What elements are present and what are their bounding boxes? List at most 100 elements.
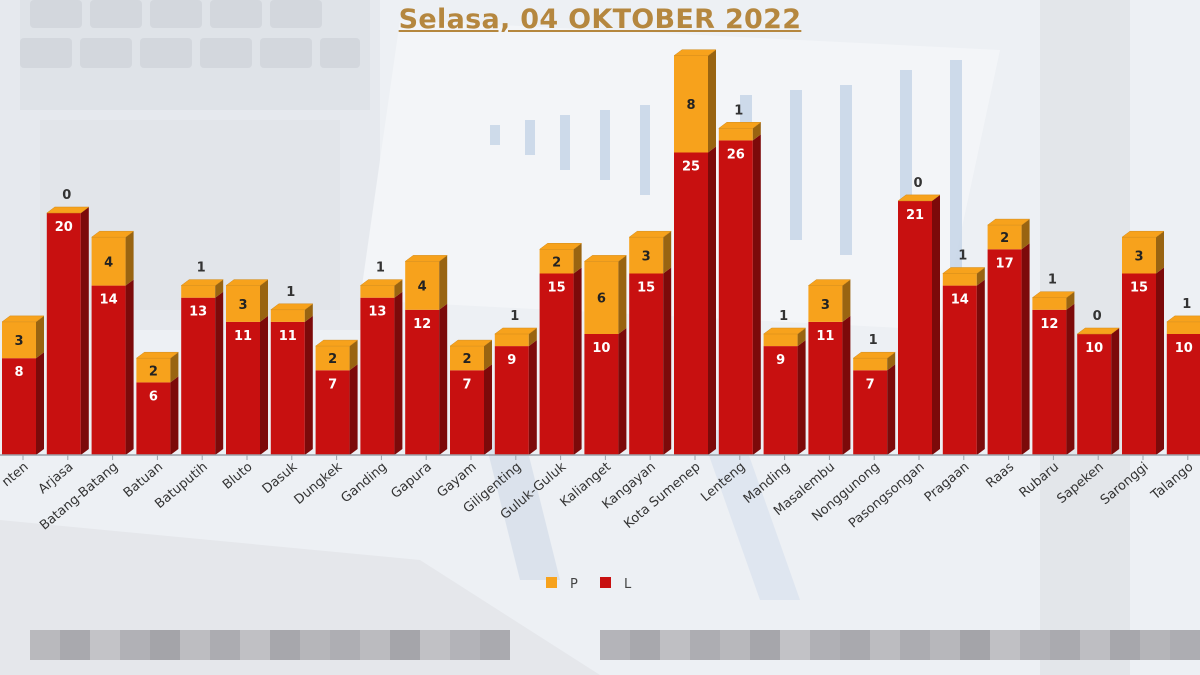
bar-p-side: [439, 255, 448, 310]
data-label-l: 6: [149, 389, 158, 404]
bar-p-side: [170, 352, 179, 383]
data-label-l: 13: [189, 305, 207, 320]
bar-13: 10 6: [583, 255, 628, 455]
x-tick-label: Pragaan: [922, 460, 973, 506]
bar-l-side: [394, 291, 403, 455]
x-tick-label: Sapeken: [1054, 460, 1106, 507]
bar-26: 10 1: [1166, 297, 1200, 455]
bar-5: 11 3: [225, 279, 269, 455]
bar-2: 14 4: [90, 230, 135, 455]
bar-l-top: [1076, 327, 1120, 335]
bar-l-front: [270, 321, 305, 455]
bar-7: 72: [314, 339, 359, 455]
bar-l-front: [46, 213, 81, 455]
bar-20: 21 0: [897, 176, 941, 455]
bar-l-top: [46, 206, 90, 214]
bar-p-front: [539, 249, 574, 274]
bar-16: 26 1: [718, 103, 762, 455]
bar-24: 10 0: [1076, 309, 1120, 455]
bar-21: 14 1: [942, 249, 986, 455]
bar-p-top: [807, 279, 852, 286]
bar-3: 62: [135, 351, 180, 455]
bar-p-top: [270, 303, 314, 311]
bar-l-front: [226, 321, 260, 455]
data-label-l: 20: [55, 220, 73, 235]
bar-l-side: [349, 364, 358, 455]
bar-p-front: [136, 358, 171, 383]
bar-l-side: [887, 364, 896, 455]
bar-l-side: [125, 279, 134, 455]
bar-p-top: [1166, 315, 1200, 323]
data-label-p: 3: [642, 249, 651, 264]
data-label-l: 10: [1085, 341, 1103, 356]
bar-l-side: [439, 303, 448, 455]
bar-0: 83: [1, 315, 45, 455]
bar-l-front: [450, 370, 484, 455]
bar-p-top: [494, 327, 538, 335]
bar-l-side: [36, 352, 44, 455]
bar-l-front: [181, 297, 216, 455]
bar-p-front: [674, 55, 708, 153]
bar-p-side: [349, 340, 358, 371]
bar-6: 111: [270, 285, 314, 455]
x-tick-label: nten: [0, 460, 32, 491]
bar-l-front: [808, 321, 843, 455]
bar-l-side: [932, 194, 940, 455]
x-tick-label: Ganding: [338, 460, 389, 507]
data-label-l: 13: [368, 305, 386, 320]
bar-p-front: [1032, 297, 1067, 310]
bar-p-top: [762, 327, 807, 335]
bar-p-front: [270, 309, 305, 322]
data-label-p: 2: [552, 255, 561, 270]
bar-p-top: [404, 255, 448, 262]
bar-p-top: [1121, 230, 1165, 238]
blurred-footer-right: [600, 630, 1200, 660]
bar-p-top: [986, 218, 1031, 226]
data-label-p: 1: [734, 103, 743, 118]
bar-l-side: [708, 146, 716, 455]
data-label-l: 11: [234, 329, 252, 344]
data-label-l: 12: [1040, 317, 1058, 332]
bar-4: 13 1: [180, 261, 224, 455]
legend-swatch-p: [546, 577, 557, 588]
data-label-p: 0: [1093, 309, 1102, 324]
bar-p-side: [663, 231, 672, 274]
data-label-l: 15: [548, 281, 566, 296]
bar-l-front: [853, 370, 888, 455]
data-label-l: 11: [279, 329, 297, 344]
data-label-p: 1: [1182, 297, 1191, 312]
data-label-p: 6: [597, 292, 606, 307]
data-label-l: 7: [866, 377, 875, 392]
bar-l-side: [304, 315, 313, 455]
bar-p-top: [852, 351, 896, 359]
data-label-p: 2: [149, 364, 158, 379]
bar-l-side: [976, 279, 985, 455]
x-tick-label: Lenteng: [698, 460, 748, 505]
bar-l-side: [215, 291, 224, 455]
bar-l-side: [797, 340, 806, 455]
bar-p-side: [573, 243, 582, 274]
bar-14: 15 3: [628, 230, 672, 455]
bar-p-front: [360, 285, 395, 298]
bar-l-side: [752, 134, 761, 455]
bar-p-front: [808, 285, 843, 322]
bar-l-front: [360, 297, 395, 455]
bar-p-side: [125, 231, 134, 286]
data-label-p: 1: [779, 309, 788, 324]
bar-l-side: [484, 364, 492, 455]
bar-l-front: [1032, 309, 1067, 455]
bar-23: 12 1: [1031, 273, 1076, 455]
bar-l-side: [618, 328, 627, 455]
data-label-p: 4: [104, 255, 113, 270]
bar-p-front: [987, 225, 1022, 250]
bar-l-front: [2, 358, 36, 455]
bar-p-top: [314, 339, 359, 347]
x-tick-label: Raas: [983, 459, 1017, 491]
data-label-p: 1: [510, 309, 519, 324]
bar-l-front: [718, 140, 753, 455]
bar-18: 11 3: [807, 279, 852, 455]
bar-p-top: [628, 230, 672, 238]
